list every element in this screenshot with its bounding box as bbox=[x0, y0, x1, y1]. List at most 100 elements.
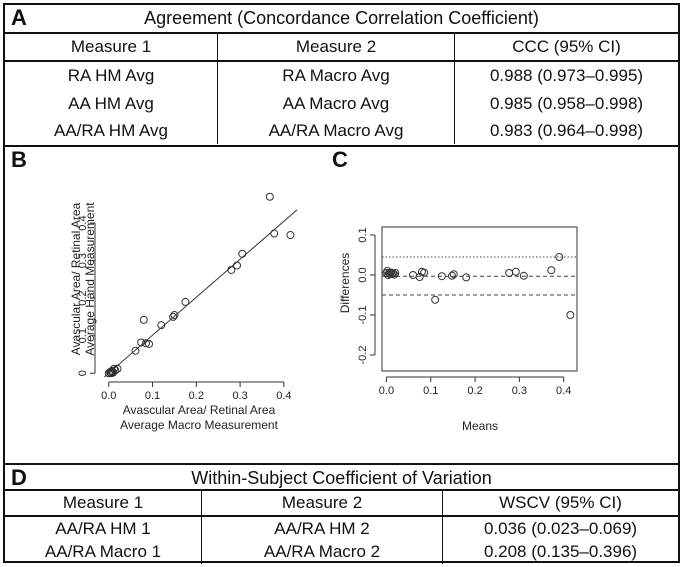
data-point bbox=[409, 271, 418, 279]
data-point bbox=[286, 231, 295, 240]
table-row: AA/RA Macro 1 AA/RA Macro 2 0.208 (0.135… bbox=[5, 540, 678, 564]
y-axis-label: Avascular Area/ Retinal Area bbox=[69, 202, 83, 355]
panel-a: A Agreement (Concordance Correlation Coe… bbox=[5, 5, 678, 145]
data-point bbox=[415, 273, 424, 281]
data-point bbox=[437, 272, 446, 281]
table-cell: AA HM Avg bbox=[68, 93, 154, 113]
x-tick-label: 0.2 bbox=[467, 385, 482, 397]
panel-d-letter: D bbox=[11, 465, 27, 490]
y-tick-label: -0.1 bbox=[357, 306, 369, 325]
data-point bbox=[390, 270, 399, 279]
figure-frame: A Agreement (Concordance Correlation Coe… bbox=[3, 3, 680, 564]
x-tick-label: 0.0 bbox=[101, 390, 116, 402]
data-point bbox=[448, 271, 457, 280]
panel-a-header-3: CCC (95% CI) bbox=[454, 32, 678, 62]
data-point bbox=[420, 268, 429, 277]
x-tick-label: 0.3 bbox=[512, 385, 527, 397]
data-point bbox=[511, 267, 520, 276]
data-point bbox=[519, 271, 528, 280]
x-tick-label: 0.4 bbox=[276, 390, 291, 402]
plot-frame bbox=[381, 226, 578, 372]
data-point bbox=[107, 369, 116, 378]
table-cell: AA/RA Macro 2 bbox=[201, 540, 443, 564]
panel-d-title: Within-Subject Coefficient of Variation bbox=[191, 468, 492, 488]
data-point bbox=[139, 315, 148, 324]
table-row: RA HM Avg RA Macro Avg 0.988 (0.973–0.99… bbox=[5, 61, 678, 90]
panel-a-header-2: Measure 2 bbox=[217, 32, 455, 62]
table-row: AA/RA HM Avg AA/RA Macro Avg 0.983 (0.96… bbox=[5, 117, 678, 144]
table-row: AA HM Avg AA Macro Avg 0.985 (0.958–0.99… bbox=[5, 90, 678, 117]
data-point bbox=[113, 364, 122, 373]
data-point bbox=[391, 269, 400, 277]
panel-d-header-1: Measure 1 bbox=[5, 489, 202, 517]
table-cell: AA/RA Macro 1 bbox=[44, 542, 162, 561]
table-row: AA/RA HM 1 AA/RA HM 2 0.036 (0.023–0.069… bbox=[5, 516, 678, 540]
panel-a-table: Measure 1 Measure 2 CCC (95% CI) RA HM A… bbox=[5, 32, 678, 144]
data-point bbox=[227, 265, 236, 274]
data-point bbox=[141, 339, 150, 348]
panel-d-header-3: WSCV (95% CI) bbox=[442, 489, 678, 517]
panel-b-letter: B bbox=[11, 147, 27, 172]
data-point bbox=[555, 253, 564, 261]
data-point bbox=[265, 192, 274, 201]
data-point bbox=[181, 297, 190, 306]
data-point bbox=[238, 249, 247, 258]
panel-a-title: Agreement (Concordance Correlation Coeff… bbox=[144, 8, 539, 28]
y-tick-label: 0 bbox=[77, 370, 89, 376]
y-tick-label: 0.1 bbox=[77, 328, 89, 343]
y-axis-label: Differences bbox=[338, 253, 352, 313]
data-point bbox=[431, 295, 440, 304]
table-cell: AA/RA HM 1 bbox=[55, 518, 151, 538]
table-cell: RA HM Avg bbox=[67, 66, 155, 85]
x-axis-label: Means bbox=[462, 419, 498, 433]
data-point bbox=[145, 339, 154, 348]
y-tick-label: 0.2 bbox=[77, 290, 89, 305]
x-axis-label: Average Macro Measurement bbox=[120, 418, 279, 432]
table-cell: AA/RA HM 2 bbox=[201, 516, 443, 540]
data-point bbox=[110, 364, 119, 373]
data-point bbox=[505, 269, 514, 277]
table-cell: 0.985 (0.958–0.998) bbox=[454, 90, 678, 117]
data-point bbox=[270, 229, 279, 238]
data-point bbox=[157, 321, 166, 330]
data-point bbox=[449, 270, 458, 279]
data-point bbox=[462, 273, 471, 282]
table-cell: 0.208 (0.135–0.396) bbox=[442, 540, 678, 564]
table-cell: AA/RA HM Avg bbox=[53, 120, 168, 140]
data-point bbox=[170, 311, 179, 320]
divider-ab bbox=[5, 145, 678, 147]
divider-cd bbox=[5, 463, 678, 465]
x-tick-label: 0.0 bbox=[379, 385, 394, 397]
table-cell: AA/RA Macro Avg bbox=[217, 117, 455, 144]
data-point bbox=[169, 312, 178, 321]
table-cell: AA Macro Avg bbox=[217, 90, 455, 117]
table-cell: 0.036 (0.023–0.069) bbox=[442, 516, 678, 540]
panel-a-header-1: Measure 1 bbox=[5, 32, 218, 62]
data-point bbox=[233, 261, 242, 270]
panel-a-letter: A bbox=[11, 5, 27, 30]
panel-d-header-row: Measure 1 Measure 2 WSCV (95% CI) bbox=[5, 489, 678, 517]
y-axis-label: Average Hand Measurement bbox=[83, 202, 97, 356]
panel-d-table: Measure 1 Measure 2 WSCV (95% CI) AA/RA … bbox=[5, 489, 678, 564]
x-tick-label: 0.1 bbox=[145, 390, 160, 402]
panel-a-header-row: Measure 1 Measure 2 CCC (95% CI) bbox=[5, 32, 678, 62]
y-tick-label: 0.4 bbox=[77, 215, 89, 230]
x-tick-label: 0.1 bbox=[423, 385, 438, 397]
x-tick-label: 0.3 bbox=[232, 390, 247, 402]
y-tick-label: 0.1 bbox=[357, 227, 369, 242]
table-cell: 0.988 (0.973–0.995) bbox=[454, 61, 678, 90]
data-point bbox=[131, 346, 140, 355]
panel-d-header-2: Measure 2 bbox=[201, 489, 443, 517]
x-axis-label: Avascular Area/ Retinal Area bbox=[123, 403, 276, 417]
panel-c-letter: C bbox=[332, 147, 348, 172]
x-tick-label: 0.2 bbox=[189, 390, 204, 402]
table-cell: 0.983 (0.964–0.998) bbox=[454, 117, 678, 144]
x-tick-label: 0.4 bbox=[556, 385, 571, 397]
data-point bbox=[547, 266, 556, 275]
y-tick-label: -0.2 bbox=[357, 346, 369, 365]
data-point bbox=[566, 311, 575, 319]
y-tick-label: 0.3 bbox=[77, 253, 89, 268]
table-cell: RA Macro Avg bbox=[217, 61, 455, 90]
fit-line bbox=[104, 209, 298, 378]
